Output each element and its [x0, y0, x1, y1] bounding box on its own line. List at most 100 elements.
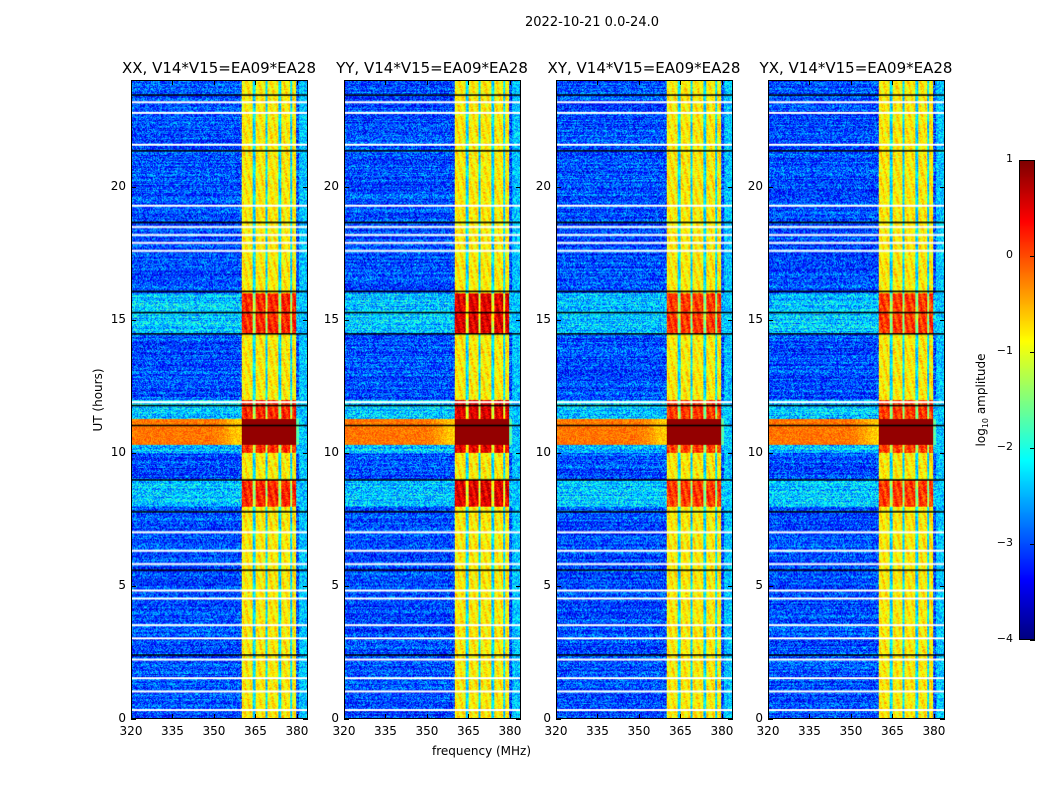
heatmap-image [769, 81, 944, 718]
x-tick-label: 350 [627, 724, 651, 738]
y-tick-mark [556, 585, 561, 587]
x-tick-mark [255, 714, 257, 719]
y-tick-label: 5 [331, 577, 339, 592]
y-tick-label: 15 [535, 311, 551, 326]
x-tick-label: 365 [457, 724, 480, 738]
y-tick-label: 10 [110, 444, 126, 459]
x-tick-mark [933, 714, 935, 719]
x-tick-mark [213, 714, 215, 719]
y-tick-mark [516, 319, 521, 321]
y-tick-mark [556, 186, 561, 188]
x-tick-mark [556, 714, 557, 719]
x-tick-mark [509, 80, 511, 85]
y-tick-mark [344, 186, 349, 188]
y-tick-mark [728, 319, 733, 321]
y-tick-mark [516, 186, 521, 188]
x-tick-label: 350 [415, 724, 439, 738]
heatmap-image [557, 81, 732, 718]
y-tick-mark [303, 452, 308, 454]
y-tick-mark [768, 186, 773, 188]
y-tick-mark [728, 186, 733, 188]
x-tick-mark [768, 714, 769, 719]
y-tick-label: 5 [543, 577, 551, 592]
x-tick-mark [680, 80, 682, 85]
colorbar-gradient [1020, 161, 1034, 639]
y-tick-label: 0 [755, 711, 763, 725]
heatmap-panel [344, 80, 521, 719]
x-tick-mark [468, 714, 470, 719]
y-tick-mark [940, 452, 945, 454]
x-tick-mark [468, 80, 470, 85]
y-tick-label: 5 [118, 577, 126, 592]
x-tick-mark [385, 714, 387, 719]
colorbar-tick-label: 1 [1006, 152, 1013, 165]
y-tick-label: 20 [535, 178, 551, 193]
y-tick-mark [516, 585, 521, 587]
heatmap-panel [768, 80, 945, 719]
y-tick-mark [728, 585, 733, 587]
x-tick-mark [296, 80, 298, 85]
y-tick-mark [728, 452, 733, 454]
y-tick-mark [131, 319, 136, 321]
y-tick-label: 10 [747, 444, 763, 459]
x-tick-mark [850, 714, 852, 719]
x-tick-label: 320 [119, 724, 143, 738]
colorbar-tick-mark [1030, 256, 1035, 257]
y-tick-mark [728, 719, 733, 720]
x-tick-mark [809, 80, 811, 85]
x-tick-mark [426, 80, 428, 85]
heatmap-panel [131, 80, 308, 719]
colorbar-tick-label: −1 [996, 344, 1013, 357]
colorbar [1019, 160, 1035, 640]
y-tick-mark [344, 585, 349, 587]
x-tick-label: 380 [285, 724, 309, 738]
x-tick-label: 350 [839, 724, 863, 738]
x-tick-mark [850, 80, 852, 85]
colorbar-tick-label: −3 [996, 536, 1013, 549]
x-tick-mark [426, 714, 428, 719]
y-tick-label: 0 [118, 711, 126, 725]
figure-suptitle: 2022-10-21 0.0-24.0 [525, 15, 659, 30]
x-tick-mark [385, 80, 387, 85]
y-tick-label: 10 [323, 444, 339, 459]
colorbar-tick-mark [1030, 448, 1035, 449]
x-tick-mark [131, 80, 132, 85]
x-tick-mark [172, 80, 174, 85]
y-tick-mark [768, 585, 773, 587]
y-tick-mark [556, 452, 561, 454]
y-tick-label: 20 [323, 178, 339, 193]
heatmap-panel [556, 80, 733, 719]
x-tick-mark [638, 714, 640, 719]
y-tick-mark [344, 452, 349, 454]
x-tick-mark [768, 80, 769, 85]
y-tick-mark [556, 719, 561, 720]
x-tick-mark [597, 714, 599, 719]
x-tick-label: 380 [922, 724, 946, 738]
x-tick-label: 365 [881, 724, 904, 738]
y-tick-mark [131, 585, 136, 587]
colorbar-tick-mark [1030, 640, 1035, 641]
x-tick-mark [344, 714, 345, 719]
heatmap-image [345, 81, 520, 718]
x-tick-mark [597, 80, 599, 85]
y-tick-mark [131, 452, 136, 454]
x-tick-mark [255, 80, 257, 85]
x-tick-mark [131, 714, 132, 719]
y-tick-mark [940, 186, 945, 188]
y-tick-mark [516, 452, 521, 454]
y-tick-mark [940, 585, 945, 587]
y-tick-mark [940, 319, 945, 321]
x-tick-mark [933, 80, 935, 85]
y-tick-label: 0 [331, 711, 339, 725]
y-tick-mark [516, 719, 521, 720]
colorbar-label: log10 amplitude [973, 353, 991, 447]
x-tick-mark [680, 714, 682, 719]
panel-title: YY, V14*V15=EA09*EA28 [336, 59, 528, 77]
x-tick-mark [721, 80, 723, 85]
x-tick-label: 320 [756, 724, 780, 738]
x-tick-label: 335 [161, 724, 184, 738]
y-tick-mark [768, 319, 773, 321]
x-axis-label: frequency (MHz) [432, 744, 532, 758]
y-tick-mark [344, 319, 349, 321]
